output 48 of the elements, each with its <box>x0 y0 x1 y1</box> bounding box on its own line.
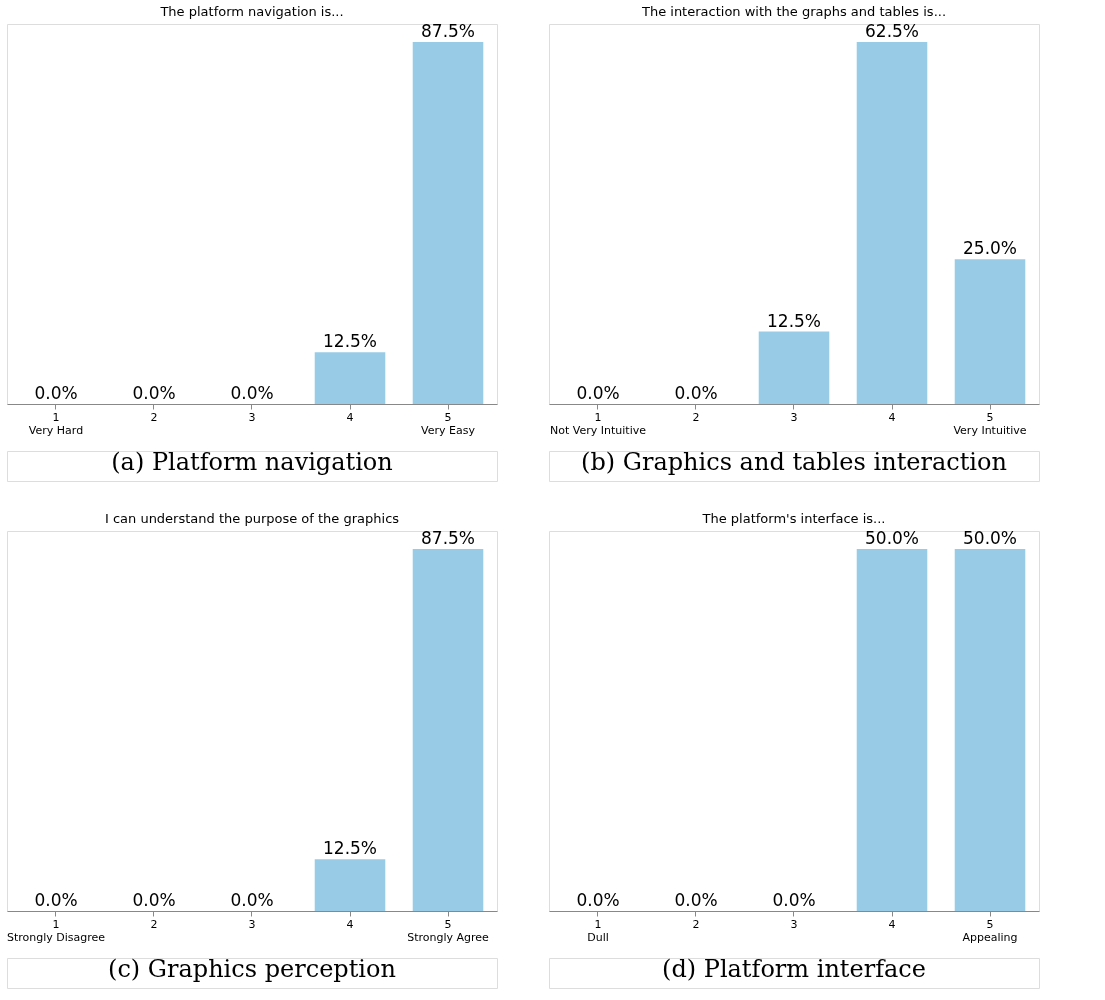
data-label: 50.0% <box>864 528 920 549</box>
x-tick-label: 1 Strongly Disagree <box>6 917 106 944</box>
x-tick-label: 4 <box>888 410 896 424</box>
data-label: 0.0% <box>230 890 274 910</box>
x-tick-label: 5 Strongly Agree <box>407 917 490 944</box>
chart-title: The platform navigation is... <box>159 4 344 20</box>
data-label: 12.5% <box>322 838 378 859</box>
x-tick-label: 1 Not Very Intuitive <box>550 410 647 437</box>
data-label: 62.5% <box>864 21 920 42</box>
x-tick-label: 4 <box>346 410 354 424</box>
data-label: 0.0% <box>230 383 274 403</box>
data-label: 12.5% <box>766 310 822 331</box>
x-tick-label: 4 <box>888 917 896 931</box>
x-tick-label: 1 Very Hard <box>28 410 84 437</box>
data-label: 0.0% <box>576 890 620 910</box>
x-tick-label: 2 <box>150 917 158 931</box>
data-label: 0.0% <box>772 890 816 910</box>
x-tick-label: 1 Dull <box>587 917 609 944</box>
x-tick-label: 5 Very Easy <box>421 410 476 437</box>
x-tick-label: 2 <box>150 410 158 424</box>
text: (a) Platform navigation <box>111 448 393 476</box>
x-tick-label: 5 Very Intuitive <box>953 410 1027 437</box>
data-label: 0.0% <box>34 890 78 910</box>
data-label: 0.0% <box>34 383 78 403</box>
data-label: 50.0% <box>962 528 1018 549</box>
x-tick-label: 3 <box>790 917 798 931</box>
data-label: 0.0% <box>674 890 718 910</box>
data-label: 12.5% <box>322 331 378 352</box>
text: (b) Graphics and tables interaction <box>581 448 1007 476</box>
data-label: 25.0% <box>962 238 1018 259</box>
x-tick-label: 3 <box>248 917 256 931</box>
x-tick-label: 3 <box>248 410 256 424</box>
data-label: 0.0% <box>132 383 176 403</box>
data-label: 0.0% <box>674 383 718 403</box>
text: (c) Graphics perception <box>108 955 396 983</box>
text: (d) Platform interface <box>662 955 926 983</box>
data-label: 87.5% <box>420 528 476 549</box>
chart-title: The platform's interface is... <box>701 511 886 527</box>
x-tick-label: 2 <box>692 917 700 931</box>
x-tick-label: 4 <box>346 917 354 931</box>
chart-title: I can understand the purpose of the graphics <box>104 511 400 527</box>
x-tick-label: 2 <box>692 410 700 424</box>
data-label: 87.5% <box>420 21 476 42</box>
x-tick-label: 3 <box>790 410 798 424</box>
x-tick-label: 5 Appealing <box>962 917 1018 944</box>
data-label: 0.0% <box>132 890 176 910</box>
chart-title: The interaction with the graphs and tables is... <box>640 4 947 20</box>
data-label: 0.0% <box>576 383 620 403</box>
